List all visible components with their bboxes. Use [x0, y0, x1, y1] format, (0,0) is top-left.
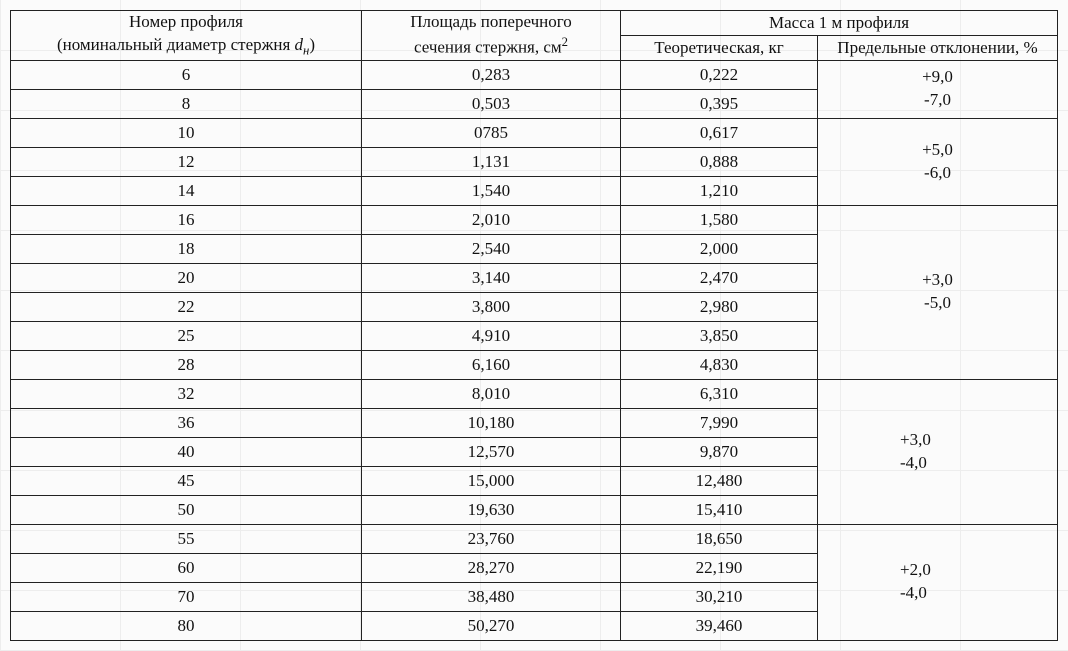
deviation-plus: +5,0 — [922, 139, 953, 162]
cell-profile-number: 16 — [11, 205, 362, 234]
cell-profile-number: 32 — [11, 379, 362, 408]
header-profile-line1: Номер профиля — [129, 12, 243, 31]
deviation-plus: +3,0 — [900, 429, 931, 452]
cell-theoretical-mass: 18,650 — [621, 524, 818, 553]
cell-profile-number: 14 — [11, 176, 362, 205]
header-profile-line2c: ) — [309, 35, 315, 54]
cell-profile-number: 45 — [11, 466, 362, 495]
cell-cross-section-area: 1,131 — [362, 147, 621, 176]
cell-cross-section-area: 2,010 — [362, 205, 621, 234]
cell-cross-section-area: 50,270 — [362, 611, 621, 640]
cell-cross-section-area: 23,760 — [362, 524, 621, 553]
cell-profile-number: 28 — [11, 350, 362, 379]
cell-cross-section-area: 0785 — [362, 118, 621, 147]
header-cross-section-area: Площадь поперечного сечения стержня, см2 — [362, 11, 621, 61]
header-profile-line2a: (номинальный диаметр стержня — [57, 35, 295, 54]
cell-theoretical-mass: 12,480 — [621, 466, 818, 495]
cell-cross-section-area: 0,503 — [362, 89, 621, 118]
cell-theoretical-mass: 0,888 — [621, 147, 818, 176]
cell-theoretical-mass: 4,830 — [621, 350, 818, 379]
cell-theoretical-mass: 6,310 — [621, 379, 818, 408]
header-profile-number: Номер профиля (номинальный диаметр стерж… — [11, 11, 362, 61]
cell-theoretical-mass: 1,580 — [621, 205, 818, 234]
table-row: 1007850,617+5,0-6,0 — [11, 118, 1058, 147]
header-deviation: Предельные отклонении, % — [818, 35, 1058, 60]
cell-cross-section-area: 12,570 — [362, 437, 621, 466]
header-mass-label: Масса 1 м профиля — [769, 13, 909, 32]
cell-cross-section-area: 3,140 — [362, 263, 621, 292]
cell-theoretical-mass: 1,210 — [621, 176, 818, 205]
cell-cross-section-area: 3,800 — [362, 292, 621, 321]
header-mass-group: Масса 1 м профиля — [621, 11, 1058, 36]
deviation-minus: -6,0 — [924, 162, 951, 185]
cell-theoretical-mass: 2,980 — [621, 292, 818, 321]
cell-theoretical-mass: 15,410 — [621, 495, 818, 524]
rebar-spec-table: Номер профиля (номинальный диаметр стерж… — [10, 10, 1058, 641]
cell-profile-number: 8 — [11, 89, 362, 118]
cell-profile-number: 40 — [11, 437, 362, 466]
cell-theoretical-mass: 39,460 — [621, 611, 818, 640]
cell-cross-section-area: 28,270 — [362, 553, 621, 582]
deviation-plus: +3,0 — [922, 269, 953, 292]
header-profile-d: d — [295, 35, 304, 54]
cell-theoretical-mass: 0,617 — [621, 118, 818, 147]
cell-theoretical-mass: 2,000 — [621, 234, 818, 263]
cell-profile-number: 70 — [11, 582, 362, 611]
cell-profile-number: 10 — [11, 118, 362, 147]
header-theoretical-mass: Теоретическая, кг — [621, 35, 818, 60]
header-area-line2a: сечения стержня, см — [414, 38, 562, 57]
cell-profile-number: 80 — [11, 611, 362, 640]
cell-deviation: +9,0-7,0 — [818, 60, 1058, 118]
deviation-minus: -5,0 — [924, 292, 951, 315]
cell-profile-number: 60 — [11, 553, 362, 582]
cell-profile-number: 50 — [11, 495, 362, 524]
table-row: 5523,76018,650+2,0-4,0 — [11, 524, 1058, 553]
table-row: 162,0101,580+3,0-5,0 — [11, 205, 1058, 234]
cell-profile-number: 12 — [11, 147, 362, 176]
cell-cross-section-area: 8,010 — [362, 379, 621, 408]
cell-cross-section-area: 2,540 — [362, 234, 621, 263]
cell-theoretical-mass: 7,990 — [621, 408, 818, 437]
deviation-minus: -7,0 — [924, 89, 951, 112]
cell-cross-section-area: 6,160 — [362, 350, 621, 379]
cell-theoretical-mass: 9,870 — [621, 437, 818, 466]
cell-profile-number: 18 — [11, 234, 362, 263]
cell-cross-section-area: 38,480 — [362, 582, 621, 611]
cell-deviation: +5,0-6,0 — [818, 118, 1058, 205]
cell-theoretical-mass: 22,190 — [621, 553, 818, 582]
cell-profile-number: 20 — [11, 263, 362, 292]
cell-cross-section-area: 19,630 — [362, 495, 621, 524]
cell-theoretical-mass: 2,470 — [621, 263, 818, 292]
table-row: 328,0106,310+3,0-4,0 — [11, 379, 1058, 408]
header-area-sup: 2 — [562, 35, 568, 49]
cell-profile-number: 55 — [11, 524, 362, 553]
cell-cross-section-area: 4,910 — [362, 321, 621, 350]
cell-deviation: +3,0-5,0 — [818, 205, 1058, 379]
header-area-line1: Площадь поперечного — [410, 12, 572, 31]
table-row: 60,2830,222+9,0-7,0 — [11, 60, 1058, 89]
cell-cross-section-area: 0,283 — [362, 60, 621, 89]
cell-theoretical-mass: 3,850 — [621, 321, 818, 350]
cell-profile-number: 22 — [11, 292, 362, 321]
cell-deviation: +3,0-4,0 — [818, 379, 1058, 524]
cell-theoretical-mass: 0,222 — [621, 60, 818, 89]
cell-deviation: +2,0-4,0 — [818, 524, 1058, 640]
cell-profile-number: 25 — [11, 321, 362, 350]
deviation-plus: +9,0 — [922, 66, 953, 89]
cell-theoretical-mass: 30,210 — [621, 582, 818, 611]
cell-cross-section-area: 15,000 — [362, 466, 621, 495]
deviation-minus: -4,0 — [900, 452, 927, 475]
cell-cross-section-area: 10,180 — [362, 408, 621, 437]
deviation-plus: +2,0 — [900, 559, 931, 582]
cell-profile-number: 36 — [11, 408, 362, 437]
cell-cross-section-area: 1,540 — [362, 176, 621, 205]
deviation-minus: -4,0 — [900, 582, 927, 605]
cell-profile-number: 6 — [11, 60, 362, 89]
cell-theoretical-mass: 0,395 — [621, 89, 818, 118]
table-body: 60,2830,222+9,0-7,080,5030,3951007850,61… — [11, 60, 1058, 640]
